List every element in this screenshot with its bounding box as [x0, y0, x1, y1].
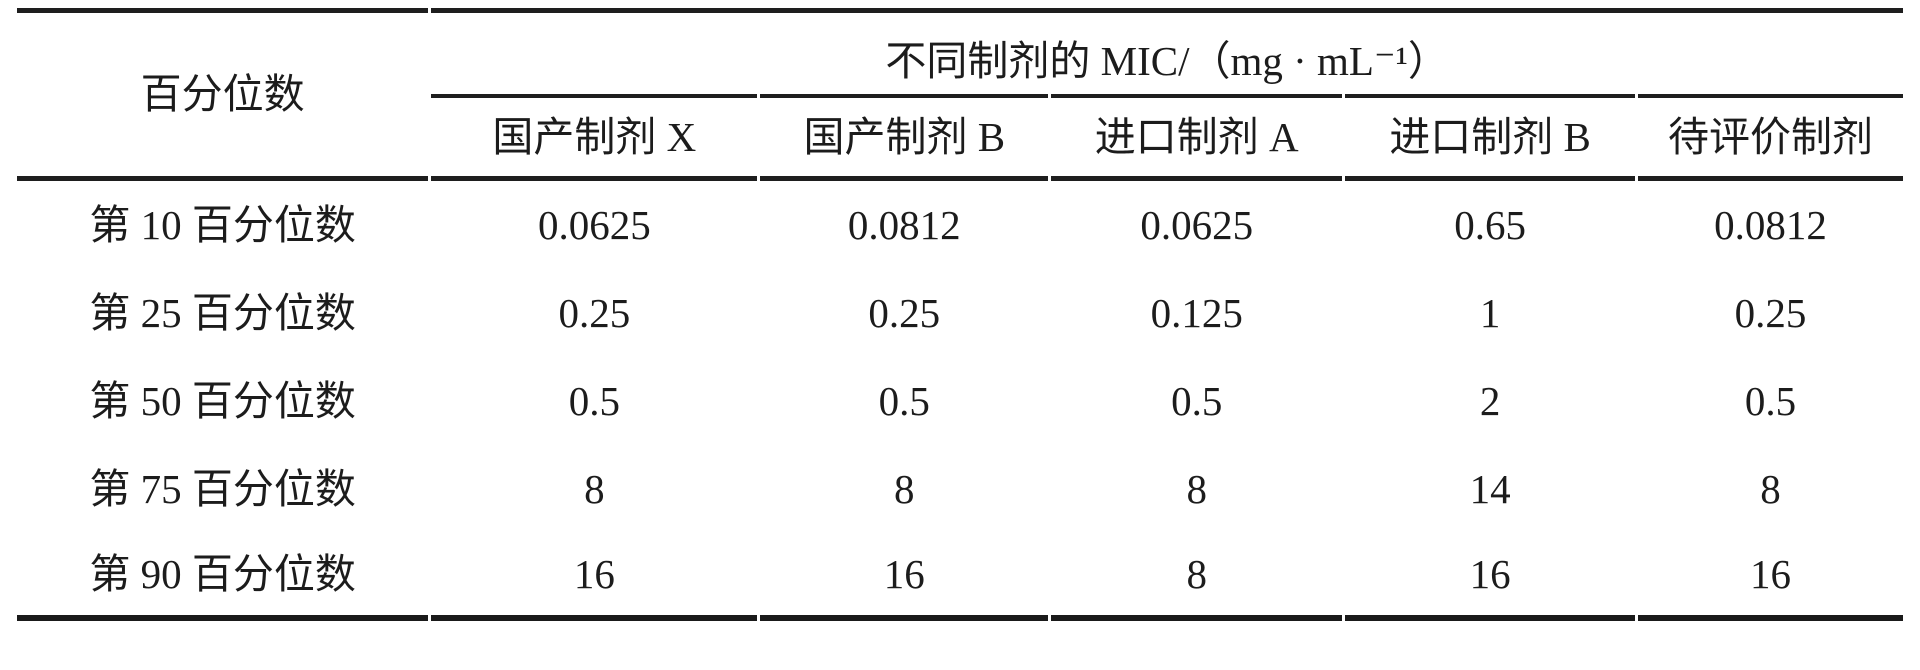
mic-value-cell: 0.25 — [1734, 289, 1807, 336]
mic-value-cell: 0.0812 — [1714, 201, 1827, 248]
mic-value-cell: 0.0625 — [1140, 201, 1254, 248]
mic-value-cell: 0.5 — [878, 377, 930, 424]
column-header-domestic-b: 国产制剂 B — [760, 94, 1049, 181]
mic-value-cell: 8 — [1760, 465, 1781, 512]
table-row-p25: 第 25 百分位数 0.25 0.25 0.125 1 0.25 — [17, 269, 1903, 357]
mic-value-cell: 0.65 — [1454, 201, 1526, 248]
corner-header-percentile: 百分位数 — [17, 8, 429, 181]
table-row-p50: 第 50 百分位数 0.5 0.5 0.5 2 0.5 — [17, 357, 1903, 445]
mic-value-cell: 0.25 — [868, 289, 941, 336]
table-header: 百分位数 不同制剂的 MIC/（mg · mL⁻¹） 国产制剂 X 国产制剂 B… — [17, 8, 1903, 181]
row-label-p90: 第 90 百分位数 — [17, 533, 429, 621]
mic-value-cell: 16 — [431, 533, 758, 621]
mic-value-cell: 0.5 — [1171, 377, 1223, 424]
mic-value-cell: 8 — [584, 465, 605, 512]
mic-value-cell: 8 — [1186, 465, 1207, 512]
table-row-p75: 第 75 百分位数 8 8 8 14 8 — [17, 445, 1903, 533]
mic-value-cell: 1 — [1479, 289, 1501, 336]
row-label-p10: 第 10 百分位数 — [89, 201, 356, 248]
span-header-mic-units: 不同制剂的 MIC/（mg · mL⁻¹） — [431, 8, 1903, 94]
table-row-p10: 第 10 百分位数 0.0625 0.0812 0.0625 0.65 0.08… — [17, 181, 1903, 269]
mic-value-cell: 0.25 — [558, 289, 631, 336]
mic-value-cell: 0.5 — [1744, 377, 1797, 424]
row-label-p25: 第 25 百分位数 — [89, 289, 356, 336]
mic-value-cell: 14 — [1469, 465, 1511, 512]
mic-value-cell: 8 — [894, 465, 915, 512]
column-header-domestic-x: 国产制剂 X — [431, 94, 758, 181]
mic-value-cell: 16 — [760, 533, 1049, 621]
mic-percentile-table: 百分位数 不同制剂的 MIC/（mg · mL⁻¹） 国产制剂 X 国产制剂 B… — [14, 8, 1906, 621]
mic-value-cell: 0.125 — [1150, 289, 1243, 336]
column-header-imported-a: 进口制剂 A — [1051, 94, 1343, 181]
mic-value-cell: 0.5 — [568, 377, 620, 424]
mic-value-cell: 16 — [1345, 533, 1636, 621]
mic-value-cell: 2 — [1479, 377, 1501, 424]
column-header-imported-b: 进口制剂 B — [1345, 94, 1636, 181]
row-label-p50: 第 50 百分位数 — [89, 377, 356, 424]
mic-value-cell: 8 — [1051, 533, 1343, 621]
mic-value-cell: 16 — [1638, 533, 1903, 621]
column-header-to-be-evaluated: 待评价制剂 — [1638, 94, 1903, 181]
row-label-p75: 第 75 百分位数 — [89, 465, 356, 512]
table-row-p90: 第 90 百分位数 16 16 8 16 16 — [17, 533, 1903, 621]
mic-value-cell: 0.0812 — [847, 201, 961, 248]
table-body: 第 10 百分位数 0.0625 0.0812 0.0625 0.65 0.08… — [17, 181, 1903, 621]
mic-value-cell: 0.0625 — [537, 201, 651, 248]
